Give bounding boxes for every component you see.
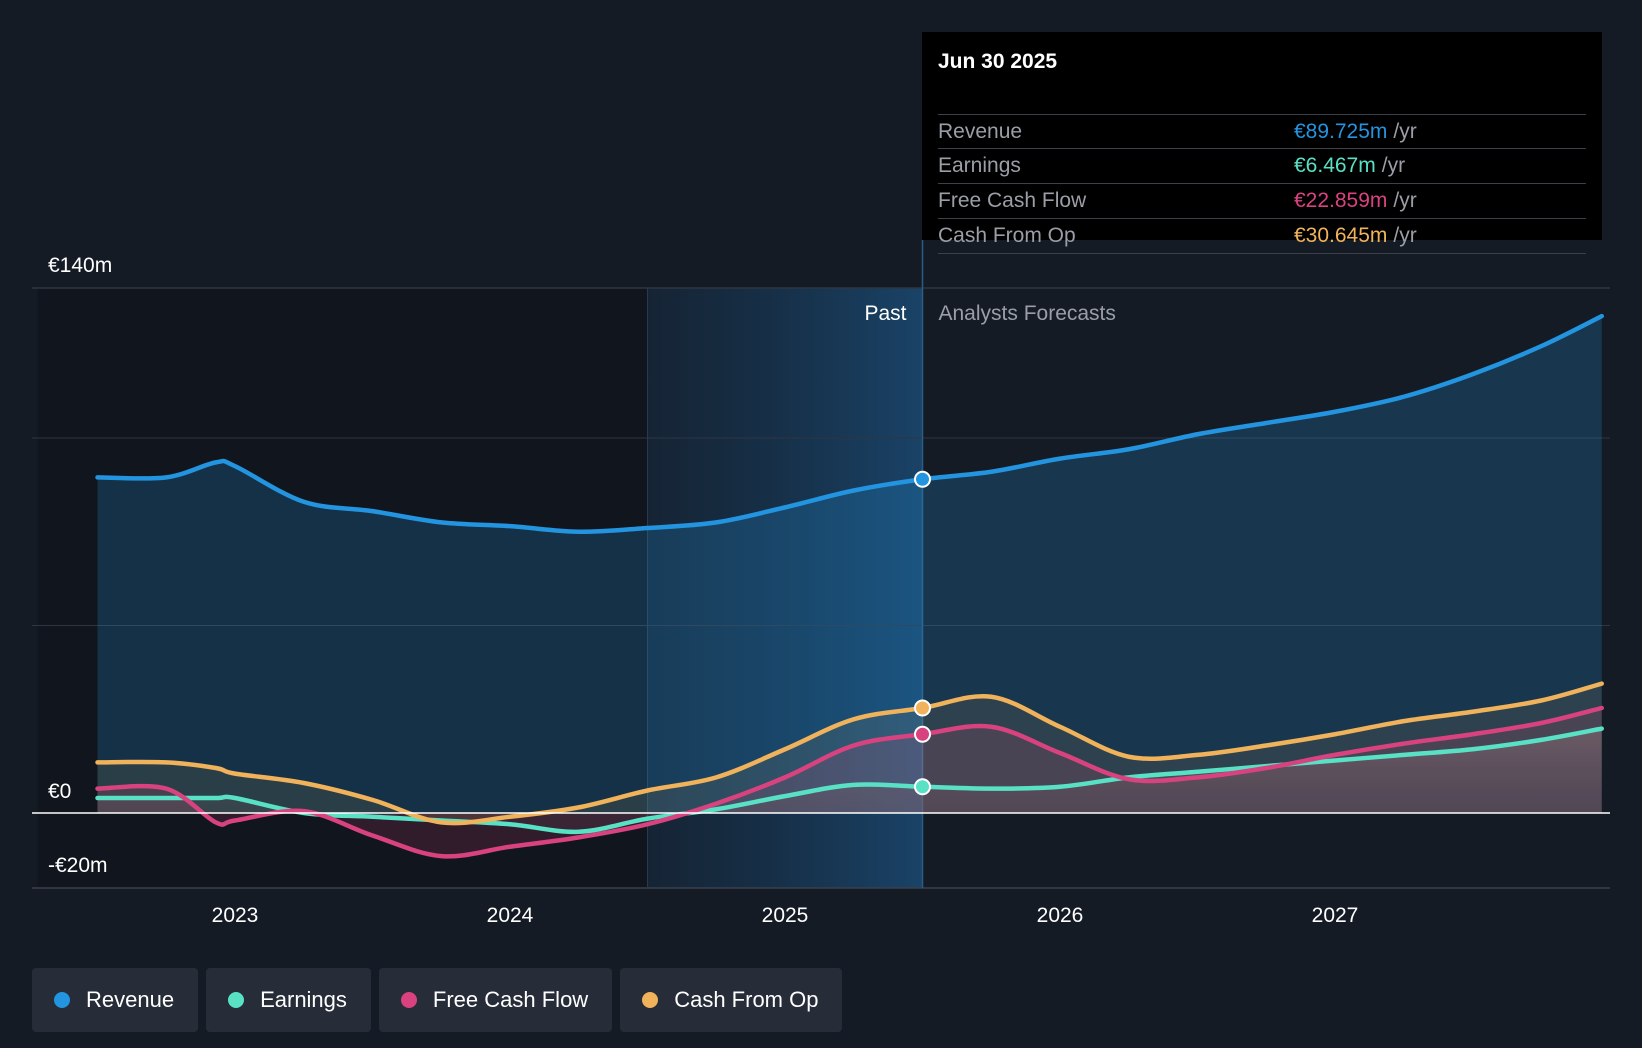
tooltip-date: Jun 30 2025 — [938, 50, 1058, 73]
legend-item-cash-from-op[interactable]: Cash From Op — [620, 968, 843, 1032]
cash-from-op-line — [95, 681, 1604, 826]
tooltip: Jun 30 2025 Revenue €89.725m/yr Earnings… — [922, 32, 1602, 254]
y-label-zero: €0 — [48, 780, 71, 803]
tooltip-row-fcf: Free Cash Flow €22.859m/yr — [938, 183, 1586, 218]
legend-item-earnings[interactable]: Earnings — [206, 968, 371, 1032]
tooltip-value: €89.725m/yr — [1294, 120, 1417, 143]
legend-label: Cash From Op — [674, 987, 819, 1012]
cash-from-op-dot-icon — [642, 992, 659, 1008]
tooltip-name: Earnings — [938, 154, 1021, 177]
legend-label: Earnings — [260, 987, 347, 1012]
x-tick-label: 2025 — [762, 904, 809, 927]
free-cash-flow-area — [97, 708, 1602, 857]
free-cash-flow-dot-icon — [400, 992, 417, 1008]
tooltip-value: €6.467m/yr — [1294, 154, 1406, 177]
tooltip-name: Revenue — [938, 120, 1023, 143]
x-tick-label: 2024 — [487, 904, 534, 927]
legend: Revenue Earnings Free Cash Flow Cash Fro… — [32, 968, 843, 1032]
revenue-dot-icon — [54, 992, 70, 1008]
earnings-marker[interactable] — [914, 778, 931, 796]
revenue-area — [97, 316, 1602, 813]
forecast-label: Analysts Forecasts — [939, 302, 1116, 325]
cash-from-op-marker[interactable] — [914, 699, 931, 717]
earnings-area — [97, 728, 1602, 832]
free-cash-flow-line — [95, 705, 1604, 859]
revenue-line — [95, 313, 1604, 535]
tooltip-name: Cash From Op — [938, 224, 1076, 247]
revenue-marker[interactable] — [914, 470, 931, 488]
tooltip-row-earnings: Earnings €6.467m/yr — [938, 148, 1586, 183]
tooltip-value: €30.645m/yr — [1294, 224, 1417, 247]
tooltip-row-revenue: Revenue €89.725m/yr — [938, 114, 1586, 149]
tooltip-name: Free Cash Flow — [938, 189, 1087, 212]
y-label-top: €140m — [48, 254, 112, 277]
legend-item-free-cash-flow[interactable]: Free Cash Flow — [378, 968, 613, 1032]
past-label: Past — [864, 302, 906, 325]
tooltip-value: €22.859m/yr — [1294, 189, 1417, 212]
legend-item-revenue[interactable]: Revenue — [32, 968, 199, 1032]
legend-label: Revenue — [86, 987, 175, 1012]
x-tick-label: 2026 — [1037, 904, 1084, 927]
x-tick-label: 2027 — [1312, 904, 1359, 927]
legend-label: Free Cash Flow — [432, 987, 589, 1012]
tooltip-row-cfo: Cash From Op €30.645m/yr — [938, 218, 1586, 254]
earnings-dot-icon — [228, 992, 245, 1008]
cash-from-op-area — [97, 683, 1602, 824]
free-cash-flow-marker[interactable] — [914, 725, 931, 743]
x-tick-label: 2023 — [212, 904, 259, 927]
y-label-bottom: -€20m — [48, 854, 108, 877]
